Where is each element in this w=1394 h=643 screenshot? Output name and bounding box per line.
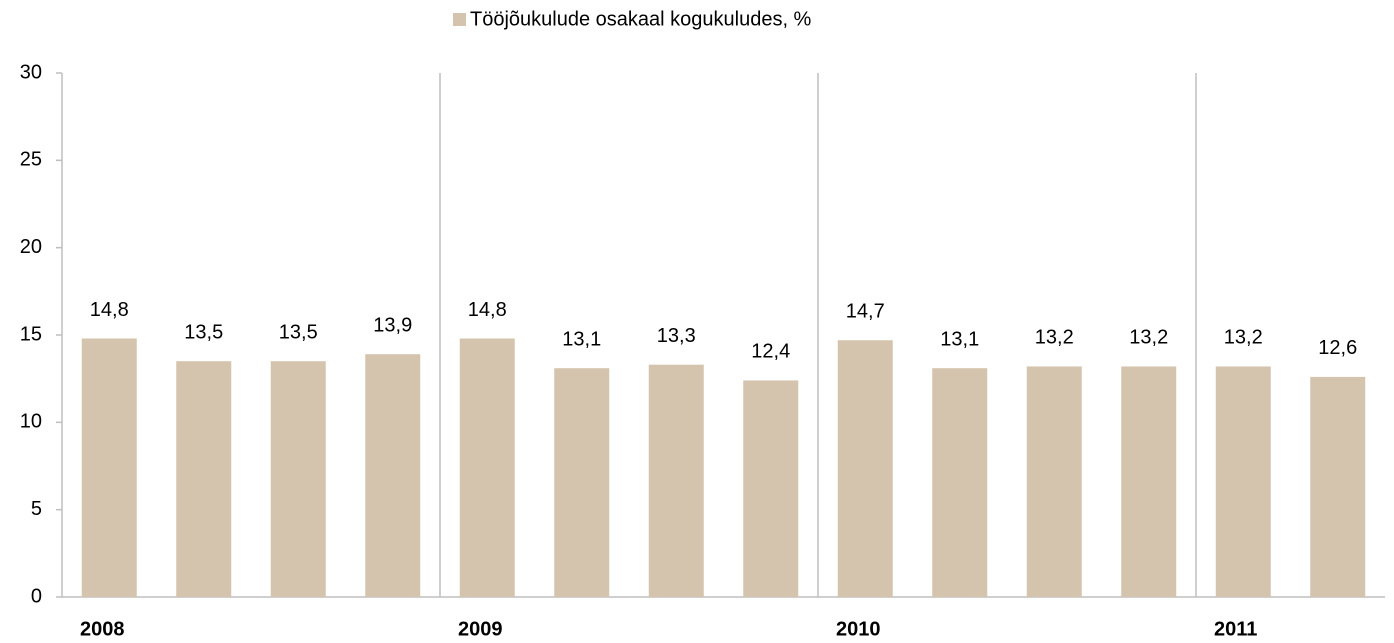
bar bbox=[176, 361, 232, 597]
bar bbox=[1310, 376, 1366, 597]
bar bbox=[648, 364, 704, 597]
legend-label: Tööjõukulude osakaal kogukuludes, % bbox=[470, 8, 812, 30]
data-label: 13,2 bbox=[1224, 327, 1263, 349]
bar bbox=[459, 338, 515, 597]
y-tick-label: 5 bbox=[31, 498, 42, 520]
bar bbox=[365, 354, 421, 597]
y-tick-label: 0 bbox=[31, 585, 42, 607]
y-tick-label: 10 bbox=[20, 411, 42, 433]
data-label: 12,6 bbox=[1318, 337, 1357, 359]
x-tick-label: 2008 bbox=[80, 618, 125, 640]
data-label: 13,3 bbox=[657, 325, 696, 347]
data-label: 12,4 bbox=[751, 341, 790, 363]
bar bbox=[837, 340, 893, 597]
y-tick-label: 30 bbox=[20, 61, 42, 83]
x-tick-label: 2011 bbox=[1214, 618, 1257, 640]
bar bbox=[932, 368, 988, 597]
data-label: 13,1 bbox=[940, 328, 979, 350]
x-tick-label: 2010 bbox=[836, 618, 881, 640]
bar bbox=[554, 368, 610, 597]
data-label: 14,8 bbox=[468, 299, 507, 321]
data-label: 14,8 bbox=[90, 299, 129, 321]
x-tick-label: 2009 bbox=[458, 618, 503, 640]
bar bbox=[743, 380, 799, 597]
bar bbox=[1026, 366, 1082, 597]
data-label: 13,1 bbox=[562, 328, 601, 350]
bar bbox=[1215, 366, 1271, 597]
data-label: 13,2 bbox=[1035, 327, 1074, 349]
data-label: 13,5 bbox=[184, 321, 223, 343]
legend-swatch bbox=[453, 13, 466, 26]
y-tick-label: 25 bbox=[20, 149, 42, 171]
bar bbox=[270, 361, 326, 597]
data-label: 13,5 bbox=[279, 321, 318, 343]
bar bbox=[81, 338, 137, 597]
bar bbox=[1121, 366, 1177, 597]
data-label: 13,9 bbox=[373, 314, 412, 336]
data-label: 13,2 bbox=[1129, 327, 1168, 349]
data-label: 14,7 bbox=[846, 301, 885, 323]
y-tick-label: 15 bbox=[20, 323, 42, 345]
y-tick-label: 20 bbox=[20, 236, 42, 258]
